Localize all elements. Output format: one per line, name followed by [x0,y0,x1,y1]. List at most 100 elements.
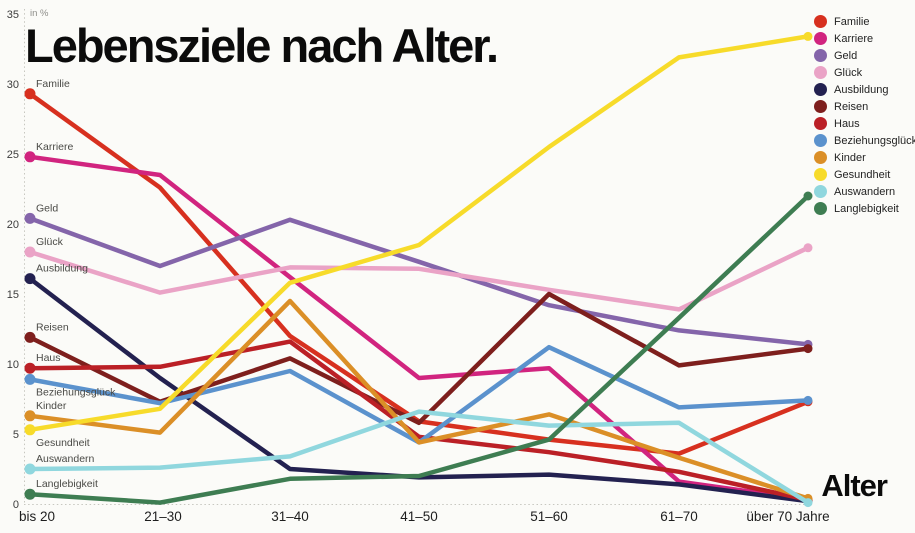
series-label-kinder: Kinder [36,400,67,412]
legend-color-dot-langlebigkeit [814,202,827,215]
series-start-point-karriere [24,151,36,163]
legend-label-haus: Haus [834,117,860,130]
series-start-point-ausbildung [24,273,36,285]
legend-label-glück: Glück [834,66,863,79]
series-start-point-familie [24,88,36,100]
legend-label-langlebigkeit: Langlebigkeit [834,202,899,215]
series-label-geld: Geld [36,202,58,214]
series-end-point-gesundheit [803,31,813,41]
y-axis-unit-label: in % [30,8,49,19]
legend: Familie Karriere Geld Glück Ausbildung Reisen… [814,13,915,217]
legend-color-dot-karriere [814,32,827,45]
series-line-langlebigkeit [27,193,811,505]
legend-color-dot-auswandern [814,185,827,198]
series-label-karriere: Karriere [36,141,74,153]
legend-item-beziehungsglück: Beziehungsglück [814,132,915,149]
y-tick-label-25: 25 [7,149,19,161]
y-axis-ticks: 35 30 25 20 15 10 5 0 [7,9,19,511]
series-line-geld [27,216,811,347]
series-start-point-gesundheit [24,424,36,436]
legend-color-dot-gesundheit [814,168,827,181]
series-label-ausbildung: Ausbildung [36,263,88,275]
series-start-point-kinder [24,410,36,422]
legend-item-geld: Geld [814,47,914,64]
legend-color-dot-glück [814,66,827,79]
series-label-langlebigkeit: Langlebigkeit [36,478,98,490]
series-start-point-beziehungsglück [24,373,36,385]
series-label-familie: Familie [36,78,70,90]
series-end-point-auswandern [803,498,813,508]
legend-label-kinder: Kinder [834,151,866,164]
legend-label-gesundheit: Gesundheit [834,168,891,181]
y-tick-label-10: 10 [7,359,19,371]
legend-color-dot-geld [814,49,827,62]
x-tick-label-21–30: 21–30 [144,509,182,524]
y-tick-label-35: 35 [7,9,19,21]
x-tick-label-über-70-jahre: über 70 Jahre [746,509,829,524]
chart-title: Lebensziele nach Alter. [25,19,499,72]
legend-color-dot-familie [814,15,827,28]
series-line-reisen [27,291,811,426]
series-line-haus [27,339,811,503]
x-axis-title: Alter [821,468,888,503]
x-tick-label-61–70: 61–70 [660,509,698,524]
series-line-glück [27,245,811,312]
legend-item-ausbildung: Ausbildung [814,81,914,98]
series-start-point-haus [24,362,36,374]
x-tick-label-bis-20: bis 20 [19,509,55,524]
legend-item-kinder: Kinder [814,149,914,166]
series-end-point-reisen [803,344,813,354]
series-label-reisen: Reisen [36,321,69,333]
legend-color-dot-ausbildung [814,83,827,96]
series-line-gesundheit [27,34,811,433]
series-label-haus: Haus [36,352,61,364]
legend-item-gesundheit: Gesundheit [814,166,914,183]
legend-label-familie: Familie [834,15,870,28]
series-line-auswandern [27,409,811,505]
legend-label-auswandern: Auswandern [834,185,896,198]
legend-label-beziehungsglück: Beziehungsglück [834,134,915,147]
legend-color-dot-haus [814,117,827,130]
legend-color-dot-reisen [814,100,827,113]
legend-item-langlebigkeit: Langlebigkeit [814,200,914,217]
series-lines [24,31,813,508]
legend-item-auswandern: Auswandern [814,183,914,200]
series-line-kinder [27,298,811,501]
y-tick-label-15: 15 [7,289,19,301]
series-label-glück: Glück [36,236,64,248]
series-start-point-auswandern [24,463,36,475]
legend-label-geld: Geld [834,49,858,62]
legend-label-karriere: Karriere [834,32,874,45]
x-axis-ticks: bis 20 21–30 31–40 41–50 51–60 61–70 über 70 J… [19,509,830,524]
series-start-point-geld [24,212,36,224]
legend-label-ausbildung: Ausbildung [834,83,889,96]
series-start-point-reisen [24,331,36,343]
legend-item-glück: Glück [814,64,914,81]
series-label-gesundheit: Gesundheit [36,437,90,449]
y-tick-label-30: 30 [7,79,19,91]
legend-item-familie: Familie [814,13,914,30]
series-start-point-langlebigkeit [24,488,36,500]
legend-label-reisen: Reisen [834,100,869,113]
series-label-beziehungsglück: Beziehungsglück [36,386,116,398]
x-tick-label-41–50: 41–50 [400,509,438,524]
series-start-point-glück [24,246,36,258]
legend-item-haus: Haus [814,115,914,132]
legend-item-karriere: Karriere [814,30,914,47]
series-line-karriere [27,154,811,503]
legend-item-reisen: Reisen [814,98,914,115]
series-end-point-beziehungsglück [803,395,813,405]
x-tick-label-51–60: 51–60 [530,509,568,524]
x-tick-label-31–40: 31–40 [271,509,309,524]
legend-color-dot-kinder [814,151,827,164]
legend-color-dot-beziehungsglück [814,134,827,147]
series-start-labels: Familie Karriere Geld Glück Ausbildung Reisen… [36,78,116,490]
y-tick-label-0: 0 [13,499,19,511]
y-tick-label-20: 20 [7,219,19,231]
y-tick-label-5: 5 [13,429,19,441]
series-end-point-glück [803,243,813,253]
series-label-auswandern: Auswandern [36,453,95,465]
series-end-point-langlebigkeit [803,191,813,201]
